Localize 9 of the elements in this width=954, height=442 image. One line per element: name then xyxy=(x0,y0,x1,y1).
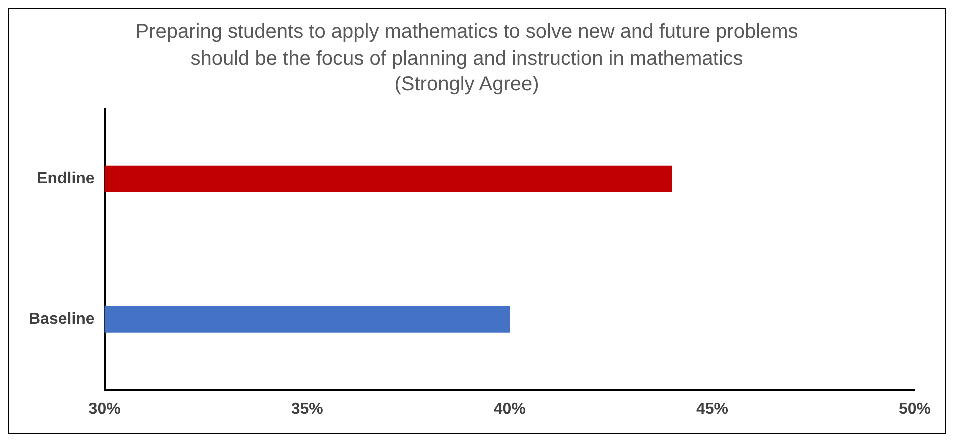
x-tick-label: 35% xyxy=(291,400,324,418)
y-tick-label: Baseline xyxy=(29,311,95,328)
x-tick-label: 30% xyxy=(88,400,121,418)
x-tick-label: 50% xyxy=(898,400,932,418)
x-tick-label: 45% xyxy=(696,400,728,418)
chart-subtitle: (Strongly Agree) xyxy=(394,74,540,96)
x-tick-label: 40% xyxy=(494,400,526,418)
y-tick-label: Endline xyxy=(37,170,95,188)
chart-title: Preparing students to apply mathematics to solve new and future problems should be the focus of planning and instruction in mathematics xyxy=(136,21,798,70)
